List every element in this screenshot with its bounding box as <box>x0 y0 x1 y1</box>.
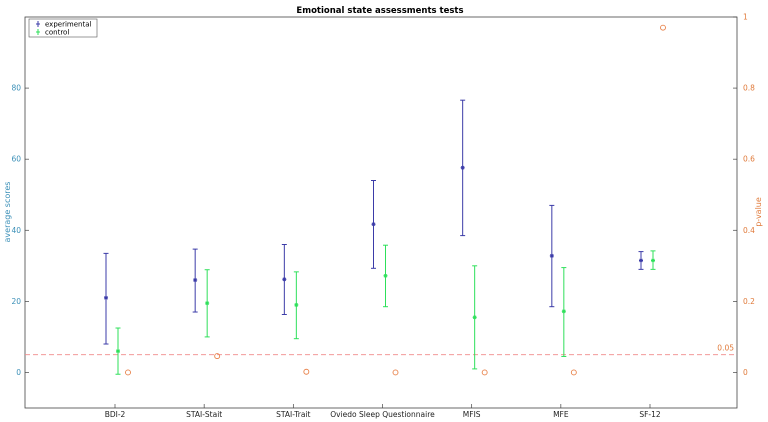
x-tick-label: STAI-Trait <box>276 410 310 419</box>
legend-entry-control: control <box>45 29 69 37</box>
pvalue-point <box>392 369 399 376</box>
marker-stroke <box>371 222 376 227</box>
pvalue-point <box>660 24 666 31</box>
marker-stroke <box>294 303 299 307</box>
marker-stroke <box>104 295 108 300</box>
experimental-point <box>371 222 376 227</box>
right-tick-label: 1 <box>743 13 748 22</box>
pvalue-point <box>570 369 577 376</box>
right-tick-label: 0.6 <box>743 155 755 164</box>
right-tick-label: 0.4 <box>743 226 755 235</box>
left-tick-label: 60 <box>11 155 21 164</box>
marker-stroke <box>116 349 120 353</box>
plot-area <box>24 16 738 409</box>
control-point <box>383 273 388 278</box>
threshold-line: 0.05 <box>25 344 737 356</box>
x-tick-label: SF-12 <box>639 410 661 419</box>
left-y-axis: 0 20 40 60 80 <box>11 84 29 377</box>
pvalue-layer <box>125 24 666 376</box>
left-tick-label: 80 <box>11 84 21 93</box>
threshold-label: 0.05 <box>717 344 734 353</box>
right-tick-label: 0.2 <box>743 297 755 306</box>
pvalue-point <box>214 353 221 360</box>
x-tick-label: MFIS <box>463 410 481 419</box>
left-tick-label: 40 <box>11 226 21 235</box>
legend-box <box>28 18 98 38</box>
control-point <box>472 315 477 320</box>
left-y-axis-label: average scores <box>3 182 12 243</box>
x-tick-label: STAI-Stait <box>186 410 222 419</box>
marker-stroke <box>193 278 197 282</box>
right-tick-label: 0.8 <box>743 84 755 93</box>
right-y-axis: 0 0.2 0.4 0.6 0.8 1 <box>733 13 755 377</box>
series-layer <box>103 99 656 375</box>
experimental-point <box>193 278 198 283</box>
x-tick-label: MFE <box>553 410 569 419</box>
marker-stroke <box>639 258 643 263</box>
control-point <box>561 309 566 314</box>
marker-stroke <box>550 254 554 258</box>
pvalue-point <box>481 369 488 376</box>
pvalue-point <box>303 368 310 375</box>
pvalue-point <box>125 369 131 376</box>
left-tick-label: 0 <box>16 368 21 377</box>
x-tick-label: Oviedo Sleep Questionnaire <box>330 410 435 419</box>
experimental-point <box>104 295 108 300</box>
marker-stroke <box>562 309 566 314</box>
right-y-axis-label: p-value <box>754 197 763 227</box>
marker-stroke <box>460 165 465 170</box>
marker-stroke <box>205 301 209 305</box>
control-point <box>116 349 120 354</box>
experimental-point <box>639 258 643 263</box>
experimental-point <box>549 253 554 258</box>
experimental-point <box>282 277 287 282</box>
marker-stroke <box>282 277 287 282</box>
legend-entry-experimental: experimental <box>45 21 91 29</box>
control-point <box>294 302 299 307</box>
x-axis: BDI-2 STAI-Stait STAI-Trait Oviedo Sleep Qu… <box>105 404 661 419</box>
experimental-point <box>460 165 465 170</box>
chart-title: Emotional state assessments tests <box>296 6 463 16</box>
control-point <box>651 258 655 263</box>
x-tick-label: BDI-2 <box>105 410 126 419</box>
marker-stroke <box>651 258 655 263</box>
marker-stroke <box>383 273 388 278</box>
control-point <box>205 301 210 306</box>
left-tick-label: 20 <box>11 297 21 306</box>
marker-stroke <box>472 315 477 320</box>
right-tick-label: 0 <box>743 368 748 377</box>
